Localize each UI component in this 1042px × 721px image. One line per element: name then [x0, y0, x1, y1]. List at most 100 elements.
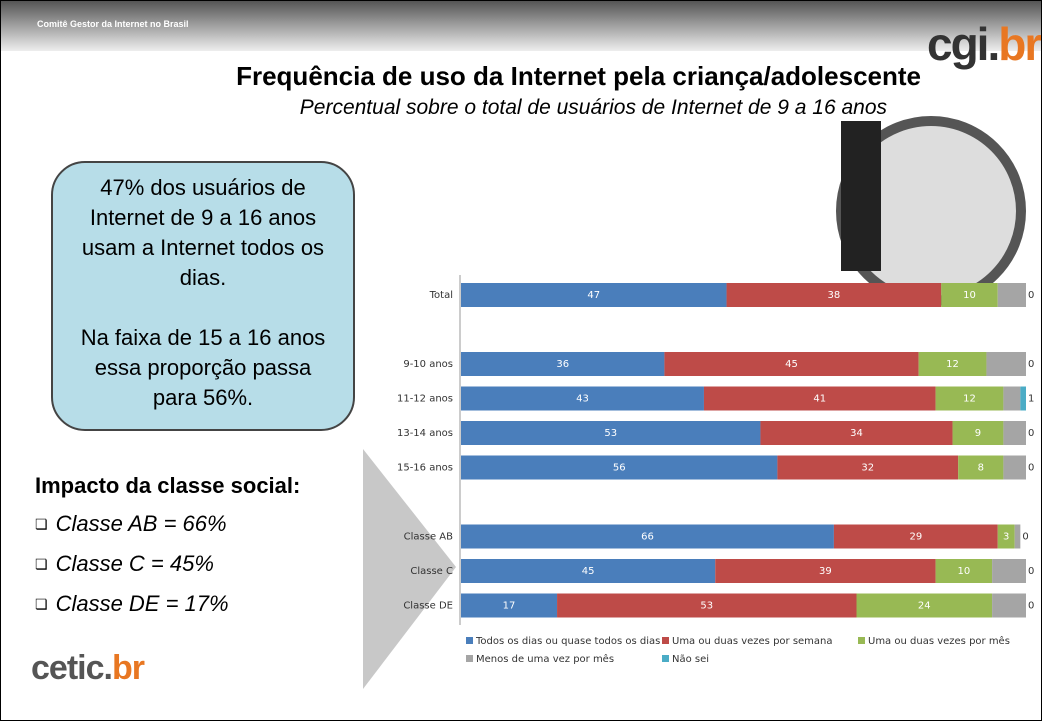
bar-segment: [715, 559, 936, 583]
data-label: 53: [700, 601, 713, 612]
bar-segment: [461, 455, 778, 480]
bar-segment: [958, 455, 1004, 480]
data-label: 0: [1028, 463, 1034, 474]
bar-segment: [726, 283, 942, 307]
y-tick-label: Classe AB: [404, 532, 453, 543]
impact: Impacto da classe social: Classe AB = 66…: [35, 473, 300, 631]
bar-segment: [935, 386, 1004, 411]
legend-swatch: [466, 637, 473, 644]
bar-segment: [1003, 455, 1026, 480]
title: Frequência de uso da Internet pela crian…: [236, 61, 921, 91]
bar-segment: [1003, 421, 1026, 445]
data-label: 36: [556, 359, 569, 370]
bar-segment: [918, 352, 987, 376]
bar-segment: [997, 524, 1015, 549]
data-label: 0: [1028, 290, 1034, 301]
data-label: 56: [613, 463, 626, 474]
bar-segment: [1003, 386, 1021, 411]
bar-segment: [856, 593, 993, 618]
data-label: 1: [1028, 394, 1034, 405]
data-label: 12: [946, 359, 959, 370]
subtitle: Percentual sobre o total de usuários de …: [299, 96, 887, 119]
y-tick-label: Classe DE: [403, 601, 453, 612]
y-tick-label: Total: [429, 290, 453, 301]
y-tick-label: 11-12 anos: [397, 394, 453, 405]
data-label: 3: [1003, 532, 1009, 543]
data-label: 0: [1028, 428, 1034, 439]
header-bar: Comitê Gestor da Internet no Brasil: [1, 1, 1041, 51]
bar-segment: [703, 386, 936, 411]
legend-label: Uma ou duas vezes por semana: [672, 636, 833, 647]
data-label: 24: [918, 601, 931, 612]
data-label: 41: [813, 394, 826, 405]
bar-segment: [461, 386, 704, 411]
legend-label: Não sei: [672, 654, 709, 665]
data-label: 9: [975, 428, 981, 439]
bar-segment: [1014, 524, 1021, 549]
logo-accent: br: [111, 649, 145, 687]
data-label: 43: [576, 394, 589, 405]
legend-swatch: [662, 637, 669, 644]
impact-heading: Impacto da classe social:: [35, 473, 301, 498]
bar-segment: [833, 524, 998, 549]
callout-text: Na faixa de 15 a 16 anos essa proporção …: [80, 325, 326, 410]
bar-segment: [664, 352, 919, 376]
legend-swatch: [662, 655, 669, 662]
data-label: 45: [785, 359, 798, 370]
callout-text: 47% dos usuários de Internet de 9 a 16 a…: [81, 175, 325, 290]
legend-label: Menos de uma vez por mês: [476, 653, 614, 665]
data-label: 0: [1028, 601, 1034, 612]
y-tick-label: 13-14 anos: [397, 428, 453, 439]
data-label: 8: [978, 463, 984, 474]
bar-segment: [986, 352, 1026, 376]
y-tick-label: 15-16 anos: [397, 463, 453, 474]
bar-segment: [935, 559, 993, 583]
bar-segment: [461, 421, 761, 445]
bar-segment: [461, 524, 834, 549]
bar-segment: [992, 593, 1026, 618]
data-label: 10: [963, 290, 976, 301]
bar-segment: [760, 421, 953, 445]
data-label: 66: [641, 532, 654, 543]
data-label: 38: [828, 290, 841, 301]
impact-item: Classe C = 45%: [35, 551, 300, 577]
bar-segment: [461, 559, 716, 583]
logo-main: cgi.: [927, 18, 1000, 70]
data-label: 0: [1022, 532, 1028, 543]
bar-segment: [557, 593, 857, 618]
data-label: 32: [861, 463, 874, 474]
data-label: 47: [587, 290, 600, 301]
bar-segment: [952, 421, 1004, 445]
impact-item: Classe AB = 66%: [35, 511, 300, 537]
legend-swatch: [466, 655, 473, 662]
impact-item: Classe DE = 17%: [35, 591, 300, 617]
arrow: [363, 449, 456, 689]
bar-segment: [461, 593, 558, 618]
logo-accent: br: [998, 18, 1041, 70]
legend-swatch: [858, 637, 865, 644]
data-label: 53: [604, 428, 617, 439]
bar-segment: [992, 559, 1026, 583]
data-label: 0: [1028, 566, 1034, 577]
bar-segment: [997, 283, 1026, 307]
bar-segment: [1020, 386, 1026, 411]
clock: [836, 116, 1026, 306]
legend-label: Uma ou duas vezes por mês: [868, 635, 1010, 647]
data-label: 39: [819, 566, 832, 577]
bar-segment: [461, 352, 665, 376]
footer-logo: cetic.br: [31, 649, 145, 688]
callout: 47% dos usuários de Internet de 9 a 16 a…: [51, 161, 355, 431]
bar-segment: [777, 455, 959, 480]
data-label: 10: [957, 566, 970, 577]
data-label: 0: [1028, 359, 1034, 370]
bar-segment: [461, 283, 727, 307]
bar-segment: [941, 283, 998, 307]
org-name: Comitê Gestor da Internet no Brasil: [37, 19, 189, 29]
data-label: 12: [963, 394, 976, 405]
data-label: 29: [909, 532, 922, 543]
legend-label: Todos os dias ou quase todos os dias: [475, 636, 660, 647]
logo-main: cetic.: [31, 649, 113, 687]
data-label: 45: [582, 566, 595, 577]
